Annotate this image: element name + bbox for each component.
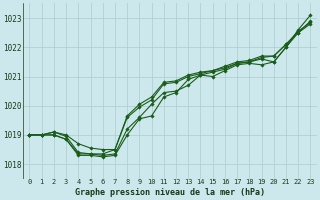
- X-axis label: Graphe pression niveau de la mer (hPa): Graphe pression niveau de la mer (hPa): [75, 188, 265, 197]
